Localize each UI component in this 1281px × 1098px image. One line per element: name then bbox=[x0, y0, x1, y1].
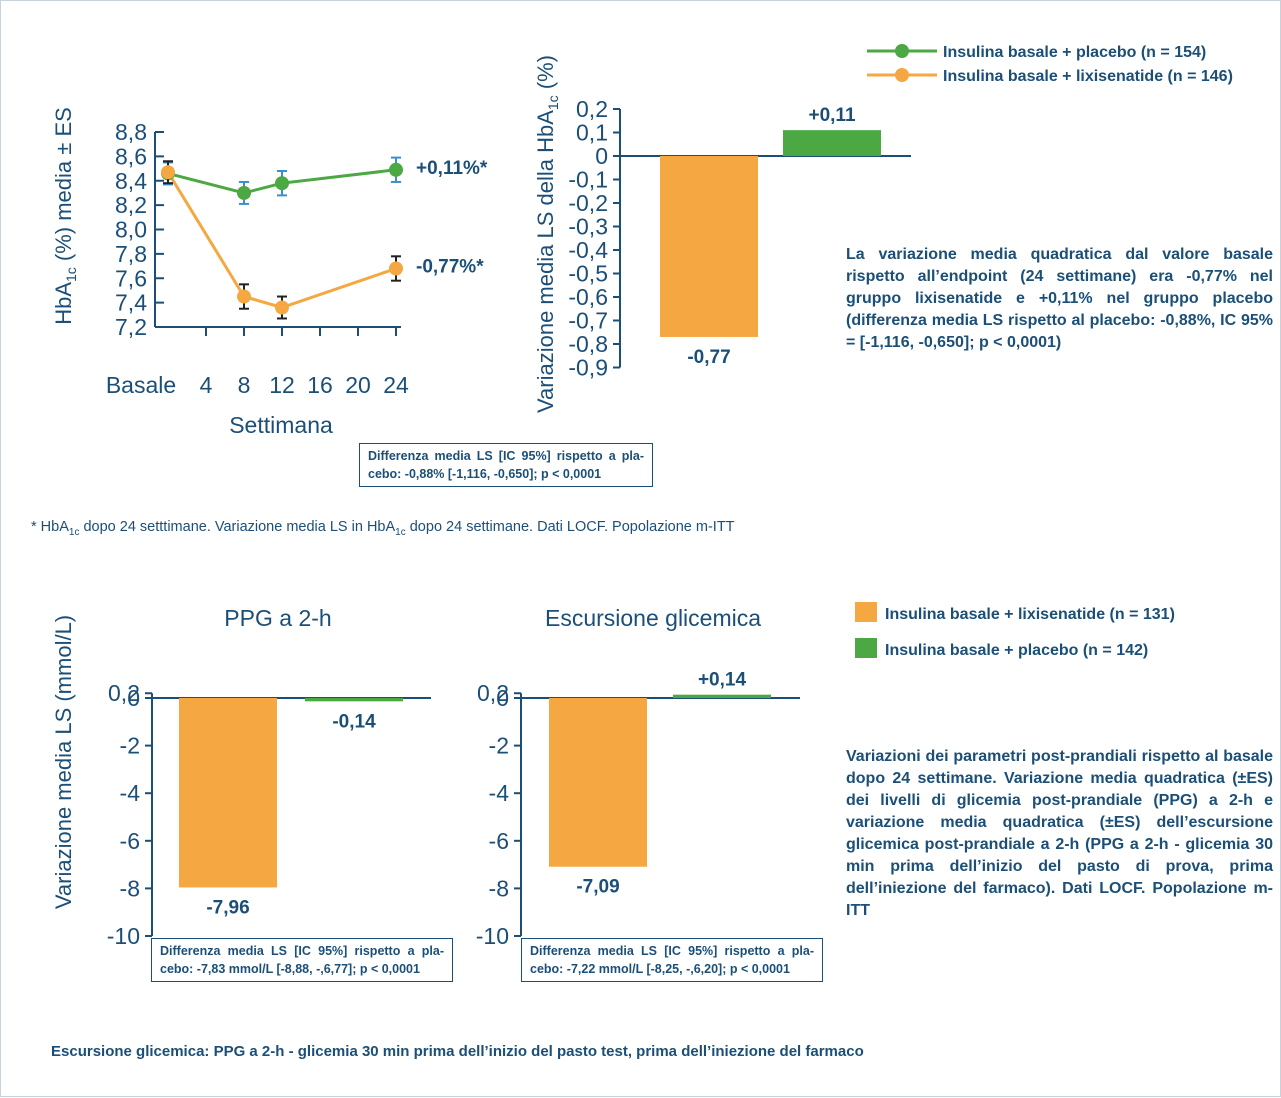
difference-box-ppg: Differenza media LS [IC 95%] rispetto a … bbox=[151, 938, 453, 982]
x-tick-label: 16 bbox=[307, 372, 333, 398]
y-tick-label: -0,6 bbox=[568, 284, 608, 310]
y-tick-label: 8,4 bbox=[115, 168, 147, 194]
bar-value-label-lixisenatide: -7,96 bbox=[206, 897, 249, 918]
y-tick-label: -0,4 bbox=[568, 237, 608, 263]
x-tick-label: 4 bbox=[200, 372, 213, 398]
end-label-lixisenatide: -0,77%* bbox=[416, 257, 484, 278]
y-tick-label: 8,6 bbox=[115, 143, 147, 169]
data-point-lixisenatide bbox=[275, 300, 289, 315]
legend-swatch-orange bbox=[855, 602, 877, 622]
y-tick-label: 8,2 bbox=[115, 192, 147, 218]
y-tick-label: -0,3 bbox=[568, 214, 608, 240]
y-tick-label: -8 bbox=[489, 875, 509, 901]
bar-lixisenatide bbox=[549, 698, 647, 867]
legend-marker-orange bbox=[895, 68, 909, 82]
legend-bottom: Insulina basale + lixisenatide (n = 131)… bbox=[855, 602, 1175, 659]
y-tick-label: -10 bbox=[107, 923, 140, 949]
bar-chart-hba1c-change: Variazione media LS della HbA1c (%) 0,20… bbox=[533, 55, 911, 413]
x-tick-label: 8 bbox=[238, 372, 251, 398]
x-tick-label: 12 bbox=[269, 372, 295, 398]
bar-lixisenatide bbox=[179, 698, 277, 888]
x-tick-label: 20 bbox=[345, 372, 371, 398]
y-tick-label: 0 bbox=[496, 685, 509, 711]
x-tick-label: 24 bbox=[383, 372, 409, 398]
x-axis-label: Settimana bbox=[229, 412, 333, 438]
chart-title-escursione: Escursione glicemica bbox=[545, 605, 761, 631]
y-axis-label-hba1c-change: Variazione media LS della HbA1c (%) bbox=[533, 55, 561, 413]
data-point-placebo bbox=[275, 176, 289, 191]
legend-label-placebo-142: Insulina basale + placebo (n = 142) bbox=[885, 642, 1148, 659]
difference-box-escursione: Differenza media LS [IC 95%] rispetto a … bbox=[521, 938, 823, 982]
bar-placebo bbox=[673, 694, 771, 698]
y-tick-label: 8,0 bbox=[115, 217, 147, 243]
legend-label-lixisenatide: Insulina basale + lixisenatide (n = 146) bbox=[943, 68, 1233, 85]
series-line-placebo bbox=[167, 168, 397, 195]
legend-label-lixisenatide-131: Insulina basale + lixisenatide (n = 131) bbox=[885, 606, 1175, 623]
bar-value-label-placebo: -0,14 bbox=[332, 711, 376, 732]
y-tick-label: 0,2 bbox=[477, 680, 509, 706]
x-tick-label: Basale bbox=[106, 372, 176, 398]
y-tick-label: -4 bbox=[120, 780, 141, 806]
y-axis-label-ppg: Variazione media LS (mmol/L) bbox=[51, 615, 76, 909]
bar-lixisenatide bbox=[660, 156, 758, 337]
difference-box-top: Differenza media LS [IC 95%] rispetto a … bbox=[359, 443, 653, 487]
description-top: La variazione media quadratica dal valor… bbox=[846, 246, 1273, 351]
series-line-lixisenatide bbox=[166, 171, 397, 310]
y-tick-label: 7,6 bbox=[115, 265, 147, 291]
description-bottom: Variazioni dei parametri post-prandiali … bbox=[846, 748, 1273, 919]
y-tick-label: -2 bbox=[489, 733, 509, 759]
footnote-bottom: Escursione glicemica: PPG a 2-h - glicem… bbox=[51, 1043, 864, 1060]
y-tick-label: -0,8 bbox=[568, 331, 608, 357]
data-point-lixisenatide bbox=[161, 165, 175, 180]
y-tick-label: 0,2 bbox=[576, 96, 608, 122]
bar-chart-escursione: Escursione glicemica 0,20 -2 -4 -6 -8 -10 -7,… bbox=[476, 605, 800, 949]
footnote-top: * HbA1c dopo 24 setttimane. Variazione m… bbox=[31, 519, 735, 538]
bar-placebo bbox=[305, 698, 403, 702]
bar-value-label-placebo: +0,14 bbox=[698, 670, 747, 691]
y-tick-label: -0,1 bbox=[568, 167, 608, 193]
y-axis-label-hba1c: HbA1c (%) media ± ES bbox=[51, 107, 79, 325]
legend-top-lixisenatide: Insulina basale + lixisenatide (n = 146) bbox=[867, 68, 1233, 85]
y-tick-label: 0,1 bbox=[576, 120, 608, 146]
legend-marker-green bbox=[895, 44, 909, 58]
y-tick-label: 0,2 bbox=[108, 680, 140, 706]
legend-top-placebo: Insulina basale + placebo (n = 154) bbox=[867, 44, 1206, 61]
y-tick-label: -2 bbox=[120, 733, 140, 759]
data-point-placebo bbox=[237, 185, 251, 200]
legend-label-placebo: Insulina basale + placebo (n = 154) bbox=[943, 44, 1206, 61]
y-tick-label: -0,7 bbox=[568, 308, 608, 334]
y-tick-label: 7,4 bbox=[115, 290, 147, 316]
y-tick-label: -10 bbox=[476, 923, 509, 949]
bar-value-label-lixisenatide: -7,09 bbox=[576, 877, 619, 898]
bar-value-label-placebo: +0,11 bbox=[808, 105, 855, 126]
y-tick-label: -0,5 bbox=[568, 261, 608, 287]
y-tick-label: 7,8 bbox=[115, 241, 147, 267]
y-tick-label: -8 bbox=[120, 875, 140, 901]
legend-swatch-green bbox=[855, 638, 877, 658]
y-tick-label: -0,9 bbox=[568, 355, 608, 381]
y-tick-label: 8,8 bbox=[115, 119, 147, 145]
y-tick-label: -6 bbox=[489, 828, 509, 854]
data-point-placebo bbox=[389, 162, 403, 177]
chart-title-ppg: PPG a 2-h bbox=[224, 605, 331, 631]
y-tick-label: -4 bbox=[489, 780, 510, 806]
end-label-placebo: +0,11%* bbox=[416, 158, 488, 179]
y-tick-label: -0,2 bbox=[568, 190, 608, 216]
legend-bottom-lixisenatide: Insulina basale + lixisenatide (n = 131) bbox=[855, 602, 1175, 623]
y-tick-label: 0 bbox=[595, 143, 608, 169]
line-chart-hba1c: HbA1c (%) media ± ES Settimana 8,88,68,4… bbox=[51, 107, 488, 438]
data-point-lixisenatide bbox=[389, 261, 403, 276]
legend-bottom-placebo: Insulina basale + placebo (n = 142) bbox=[855, 638, 1148, 659]
bar-placebo bbox=[783, 130, 881, 156]
y-tick-label: -6 bbox=[120, 828, 140, 854]
bar-chart-ppg: PPG a 2-h Variazione media LS (mmol/L) 0… bbox=[51, 605, 431, 949]
bar-value-label-lixisenatide: -0,77 bbox=[687, 347, 730, 368]
legend-top: Insulina basale + placebo (n = 154) Insu… bbox=[867, 44, 1233, 85]
y-tick-label: 7,2 bbox=[115, 314, 147, 340]
y-tick-label: 0 bbox=[127, 685, 140, 711]
data-point-lixisenatide bbox=[237, 289, 251, 304]
